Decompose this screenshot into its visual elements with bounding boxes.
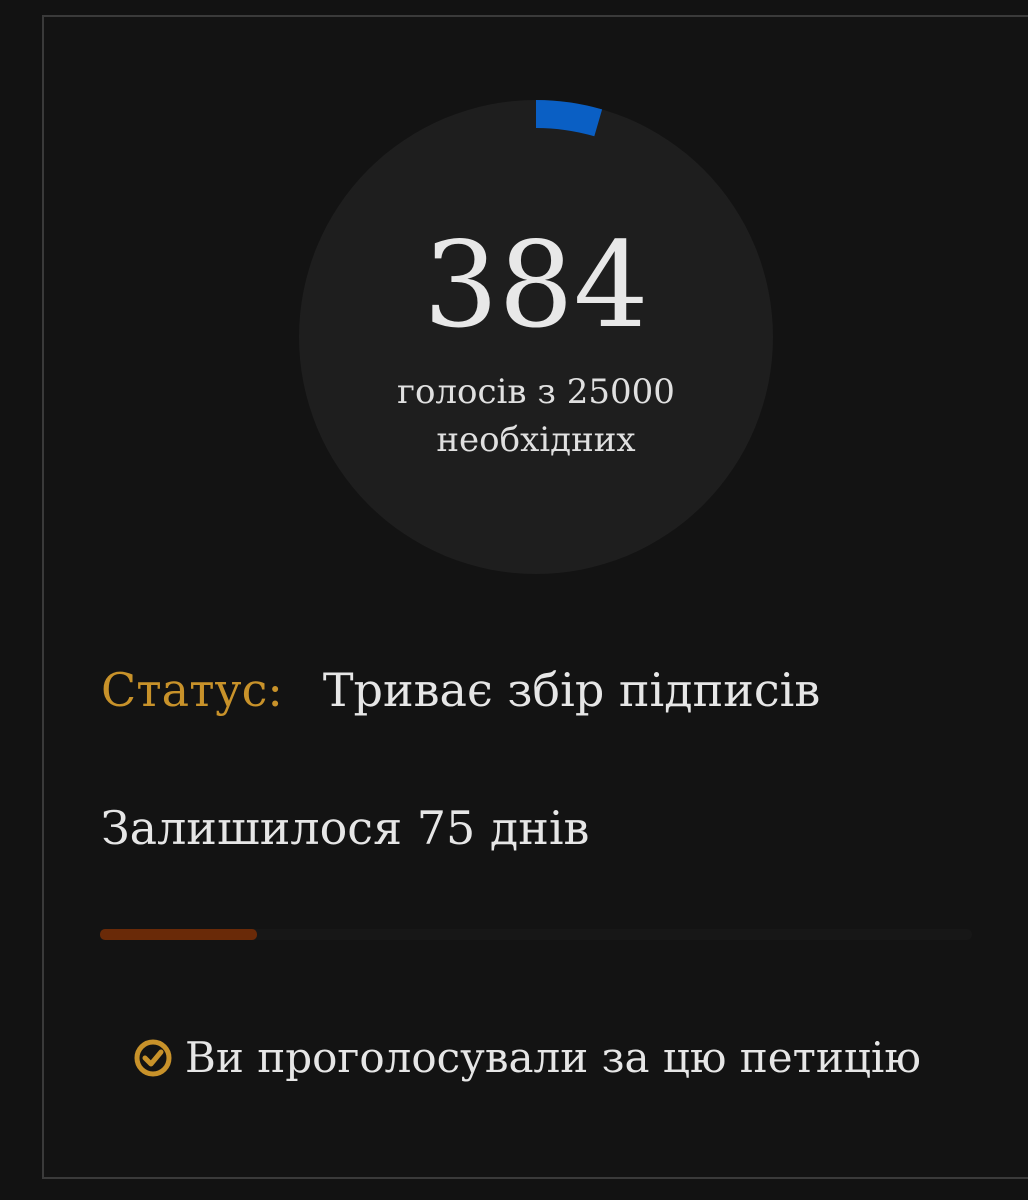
vote-subtitle-line2: необхідних	[436, 420, 636, 460]
vote-subtitle-line1: голосів з 25000	[397, 372, 675, 412]
ring-background	[299, 100, 773, 574]
voted-notice-text: Ви проголосували за цю петицію	[185, 1033, 921, 1082]
status-value: Триває збір підписів	[322, 663, 821, 717]
vote-subtitle: голосів з 25000 необхідних	[299, 368, 773, 464]
vote-count: 384	[423, 216, 649, 354]
check-circle-icon	[134, 1039, 172, 1077]
time-progress-bar	[100, 929, 972, 940]
days-remaining: Залишилося 75 днів	[101, 801, 590, 855]
time-progress-fill	[100, 929, 257, 940]
petition-status: Статус: Триває збір підписів	[101, 660, 820, 720]
status-label: Статус:	[101, 663, 283, 717]
vote-progress-ring	[299, 100, 773, 574]
ring-progress-arc	[535, 100, 603, 137]
voted-notice: Ви проголосували за цю петицію	[133, 1030, 921, 1086]
